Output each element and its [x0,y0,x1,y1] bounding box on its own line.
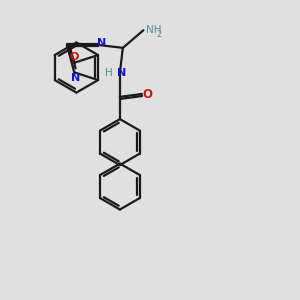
Text: N: N [117,68,126,78]
Text: O: O [142,88,152,101]
Text: 2: 2 [157,30,162,39]
Text: O: O [70,52,79,62]
Text: H: H [105,68,112,78]
Text: NH: NH [146,25,162,35]
Text: N: N [71,73,80,82]
Text: N: N [97,38,106,48]
